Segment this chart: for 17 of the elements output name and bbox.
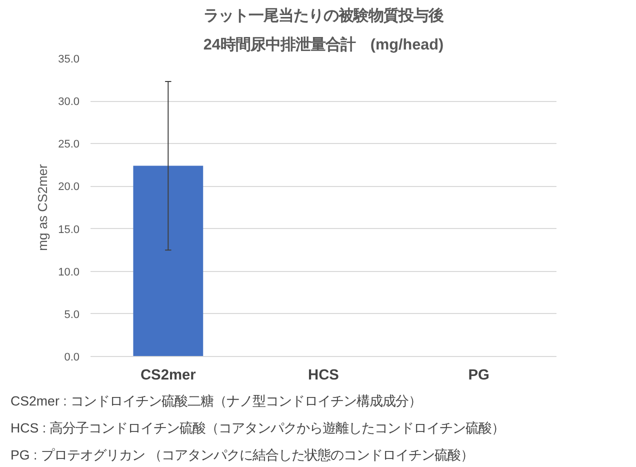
y-axis-title: mg as CS2mer [35, 163, 50, 251]
y-tick-label: 5.0 [64, 308, 80, 321]
y-tick-label: 15.0 [58, 224, 80, 236]
y-tick-label: 25.0 [58, 138, 80, 151]
y-tick-label: 20.0 [58, 181, 80, 194]
y-tick-label: 30.0 [58, 96, 80, 108]
x-tick-label: PG [468, 368, 490, 384]
text: HCS : 高分子コンドロイチン硫酸（コアタンパクから遊離したコンドロイチン硫酸） [10, 420, 505, 436]
chart-subtitle: 24時間尿中排泄量合計 (mg/head) [203, 36, 444, 54]
x-tick-label: HCS [308, 368, 340, 384]
x-tick-label: CS2mer [140, 368, 196, 384]
text: CS2mer : コンドロイチン硫酸二糖（ナノ型コンドロイチン構成成分） [10, 394, 422, 408]
y-tick-label: 10.0 [58, 266, 80, 278]
text: PG : プロテオグリカン （コアタンパクに結合した状態のコンドロイチン硫酸） [10, 448, 474, 462]
chart-title: ラット一尾当たりの被験物質投与後 [204, 6, 444, 24]
y-tick-label: 35.0 [58, 54, 80, 66]
y-tick-label: 0.0 [64, 352, 80, 364]
